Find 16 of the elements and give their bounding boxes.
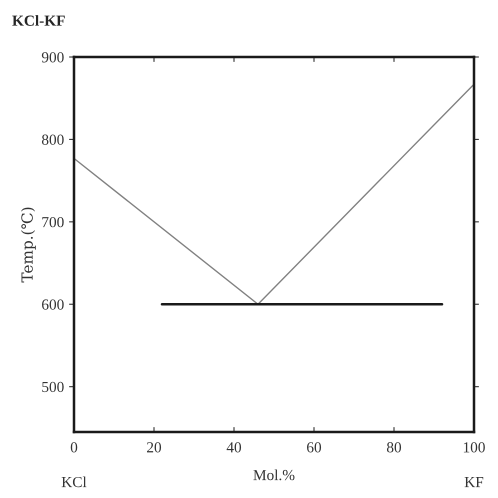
y-tick-label: 500 — [42, 382, 64, 392]
y-tick-label: 600 — [42, 299, 64, 310]
y-tick-label: 800 — [42, 134, 64, 145]
x-tick-label: 80 — [386, 442, 402, 452]
x-tick-label: 60 — [307, 442, 322, 452]
y-tick-label: 700 — [42, 216, 64, 228]
y-axis-title: Temp.(℃) — [21, 208, 36, 282]
x-tick-label: 20 — [147, 442, 162, 452]
x-tick-label: 100 — [464, 442, 485, 452]
y-tick-label: 900 — [42, 52, 64, 62]
x-tick-label: 40 — [226, 442, 242, 452]
chart-title: KCl-KF — [12, 15, 65, 26]
text: KF — [464, 477, 484, 488]
text: KCl — [62, 476, 86, 488]
x-tick-label: 0 — [70, 442, 78, 452]
x-axis-title: Mol.% — [253, 469, 294, 480]
